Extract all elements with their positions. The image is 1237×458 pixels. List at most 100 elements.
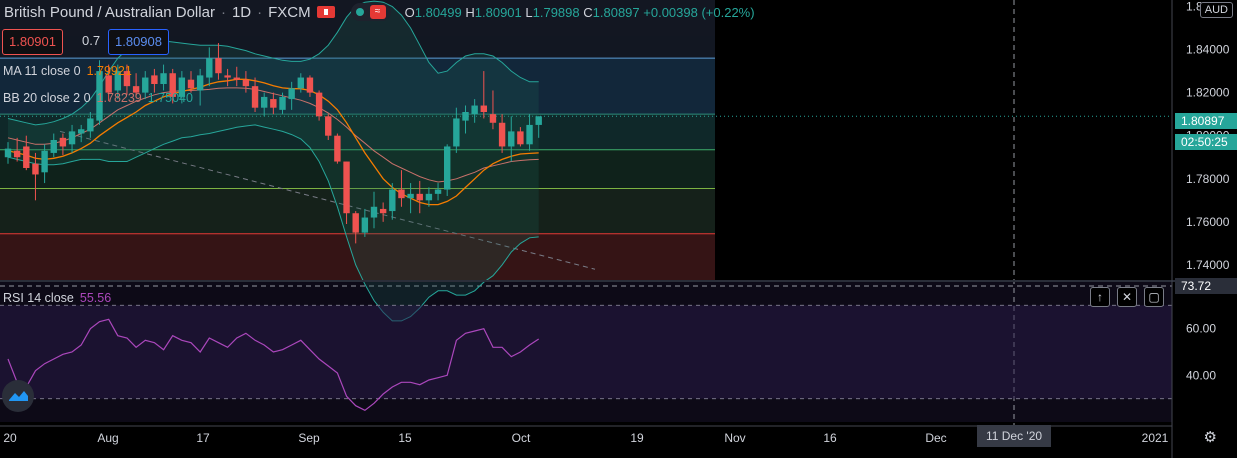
pane-close-button[interactable]: ✕ (1117, 287, 1137, 307)
time-tick-label: Sep (298, 431, 320, 445)
candle-body (32, 163, 39, 175)
candle-body (325, 116, 332, 136)
candle-body (498, 122, 506, 147)
price-tick-label: 1.76000 (1186, 215, 1230, 229)
rsi-line (7, 318, 540, 412)
candle-body (270, 99, 277, 108)
candle-body (444, 146, 451, 190)
bb-legend[interactable]: BB 20 close 2 0 1.78239 1.75040 (3, 91, 193, 105)
candle-countdown: 02:50:25 (1175, 134, 1237, 150)
candle-body (462, 112, 469, 121)
candle-body (224, 75, 231, 78)
candle-body (306, 77, 314, 93)
close-icon: ✕ (1121, 290, 1133, 304)
candle-body (398, 189, 405, 199)
candle-body (13, 150, 21, 158)
price-tick-label: 1.78000 (1186, 172, 1230, 186)
time-tick-label: 16 (823, 431, 837, 445)
time-tick-label: 20 (3, 431, 17, 445)
candle-body (434, 189, 442, 194)
flag-icon (316, 6, 335, 18)
rsi-crosshair-tag: 73.72 (1175, 278, 1237, 294)
candle-body (50, 140, 57, 153)
crosshair-date-tag: 11 Dec '20 (977, 425, 1051, 447)
candle-body (242, 79, 250, 87)
candle-body (178, 77, 186, 97)
last-price-tag: 1.80897 (1175, 113, 1237, 129)
candle-body (297, 77, 304, 89)
candle-body (471, 105, 478, 115)
time-tick-label: Aug (97, 431, 118, 445)
candle-body (288, 88, 295, 100)
wave-icon: ≈ (369, 5, 386, 19)
candle-body (425, 193, 433, 201)
time-tick-label: Oct (512, 431, 531, 445)
time-tick-label: 17 (196, 431, 210, 445)
candle-body (160, 73, 167, 84)
candle-body (535, 116, 542, 125)
candle-body (123, 71, 131, 87)
level-zone (0, 233, 715, 280)
ohlc-values: O1.80499 H1.80901 L1.79898 C1.80897 +0.0… (404, 4, 755, 20)
candle-body (508, 131, 515, 147)
level-zone (0, 36, 715, 59)
candle-body (87, 118, 94, 132)
trend-line (59, 130, 596, 270)
candle-body (196, 75, 204, 91)
interval[interactable]: 1D (231, 3, 252, 21)
tradingview-logo-icon[interactable] (2, 380, 34, 412)
candle-body (361, 217, 369, 233)
sell-price-button[interactable]: 1.80901 (2, 29, 63, 55)
ma-legend[interactable]: MA 11 close 0 1.79921 (3, 64, 132, 78)
currency-badge[interactable]: AUD (1199, 2, 1233, 18)
market-status[interactable]: ≈ (350, 3, 391, 21)
time-tick-label: Dec (925, 431, 946, 445)
price-tick-label: 1.74000 (1186, 258, 1230, 272)
candle-body (379, 208, 387, 214)
symbol-title[interactable]: British Pound / Australian Dollar (4, 3, 215, 21)
candle-body (206, 58, 213, 78)
time-tick-label: 15 (398, 431, 412, 445)
gear-icon[interactable]: ⚙ (1203, 429, 1217, 446)
candle-body (78, 129, 85, 134)
candle-body (4, 148, 12, 158)
candle-body (416, 193, 423, 201)
pane-move-up-button[interactable]: ↑ (1090, 287, 1110, 307)
ma-line (7, 78, 539, 206)
candle-body (453, 118, 460, 147)
price-tick-label: 1.82000 (1186, 86, 1230, 100)
spread-value: 0.7 (82, 33, 101, 48)
time-tick-label: 19 (630, 431, 644, 445)
candle-body (142, 77, 149, 93)
chart-grid (0, 0, 1172, 426)
candle-body (169, 73, 176, 97)
candle-body (151, 75, 158, 84)
candle-body (187, 79, 195, 89)
maximize-icon: ▢ (1148, 290, 1160, 304)
market-open-dot-icon (355, 8, 364, 16)
buy-price-button[interactable]: 1.80908 (108, 29, 169, 55)
candle-body (352, 213, 359, 233)
candle-body (114, 71, 121, 91)
candle-body (407, 193, 414, 199)
time-tick-label: Nov (724, 431, 745, 445)
candle-body (105, 75, 112, 93)
candle-body (233, 77, 240, 80)
candle-body (480, 105, 487, 112)
rsi-band (0, 305, 1172, 399)
chevron-up-icon: ↑ (1097, 290, 1103, 304)
candle-body (279, 96, 286, 110)
candle-body (370, 206, 378, 218)
candle-body (315, 92, 323, 117)
rsi-legend[interactable]: RSI 14 close 55.56 (3, 291, 112, 305)
candle-body (41, 150, 48, 173)
symbol-header: British Pound / Australian Dollar · 1D ·… (4, 3, 755, 21)
candle-body (251, 86, 259, 108)
pane-maximize-button[interactable]: ▢ (1144, 287, 1164, 307)
level-zone (0, 149, 715, 189)
time-tick-label: 2021 (1142, 431, 1169, 445)
candle-body (489, 114, 497, 123)
candle-body (334, 135, 341, 162)
candle-body (59, 137, 67, 147)
